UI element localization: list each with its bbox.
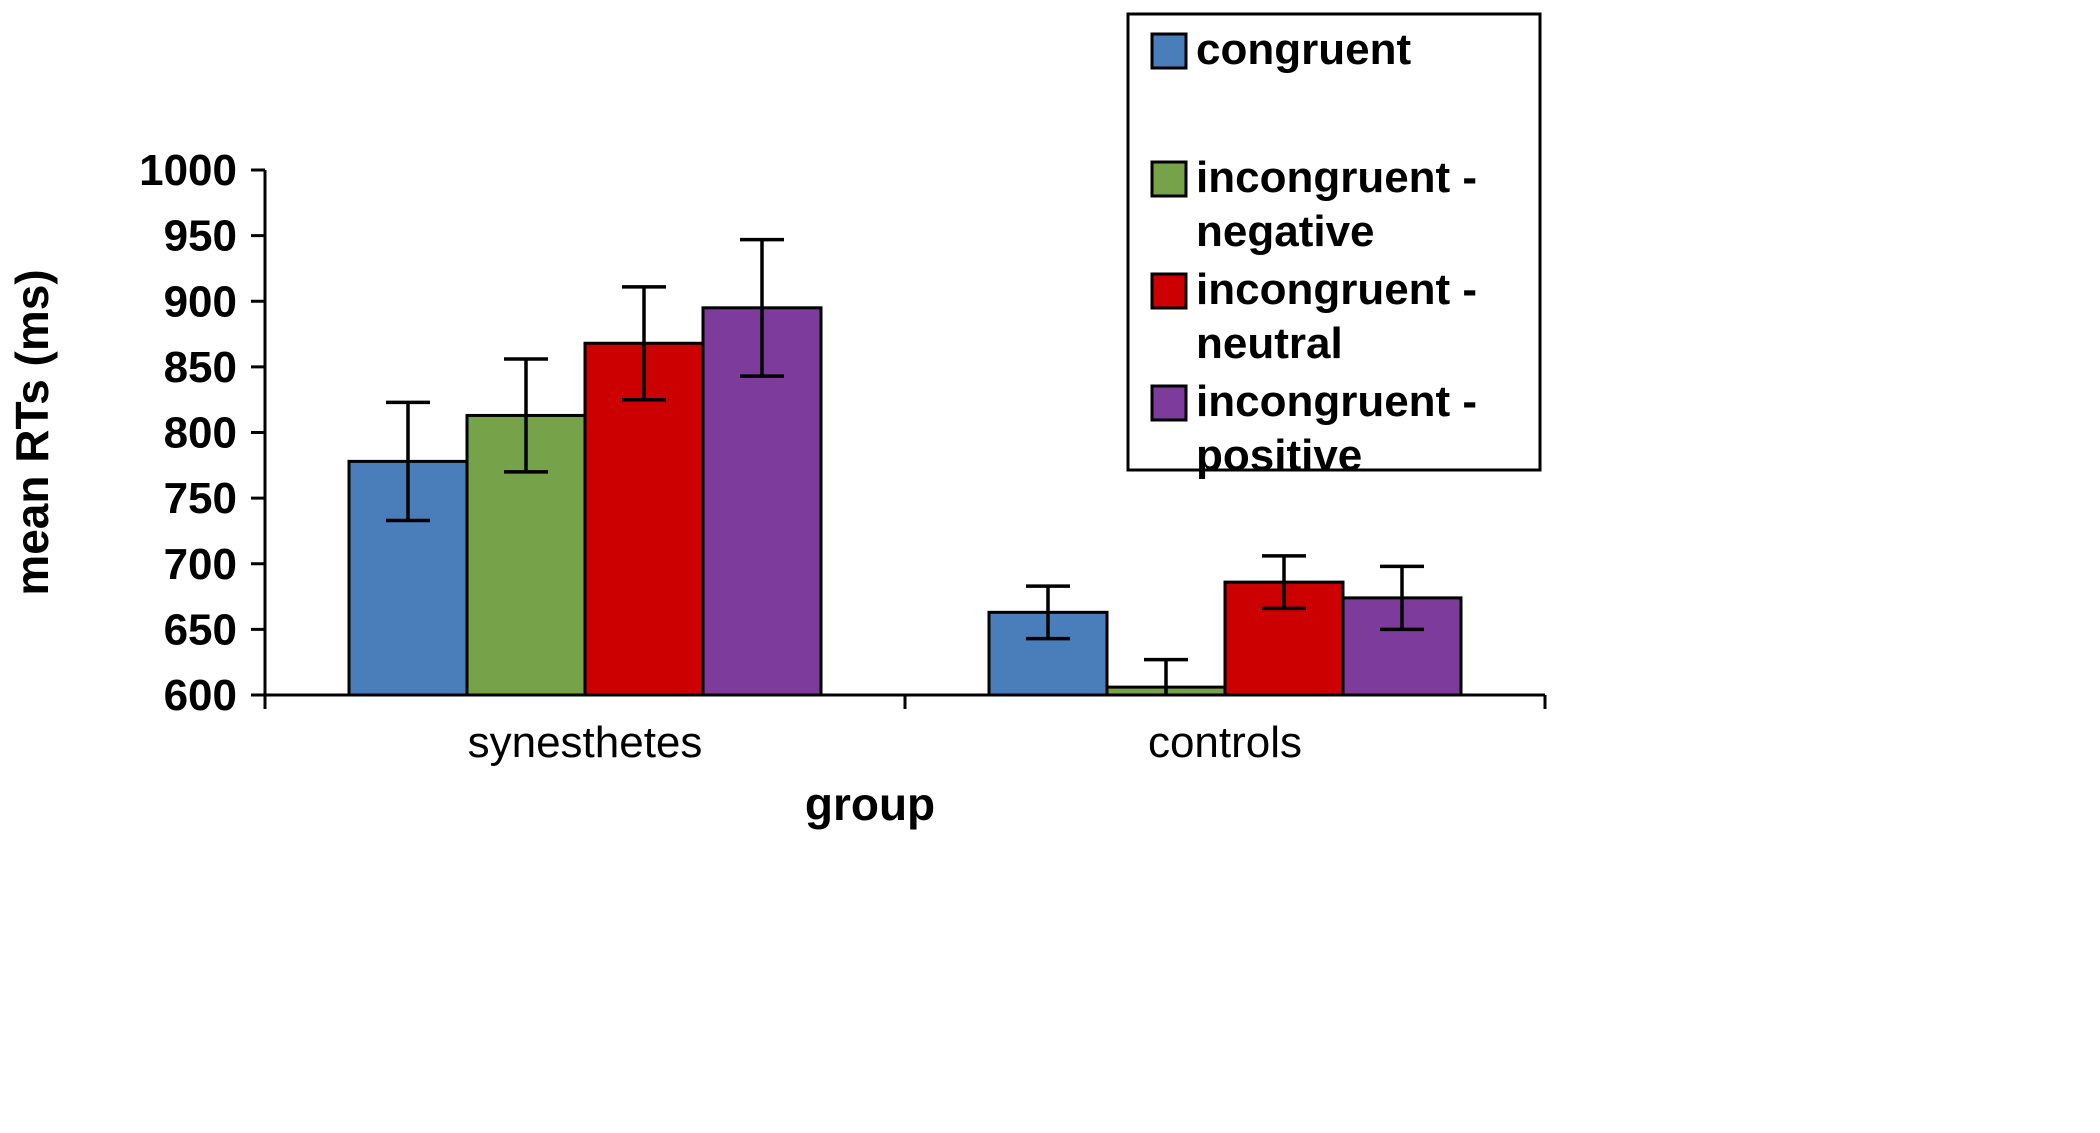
category-label: synesthetes bbox=[468, 718, 703, 767]
legend-swatch-3 bbox=[1150, 384, 1188, 422]
error-bar bbox=[1144, 657, 1188, 695]
legend-swatch-0 bbox=[1150, 32, 1188, 70]
legend-label-1: incongruent -negative bbox=[1196, 153, 1477, 256]
legend-label-0: congruent bbox=[1196, 25, 1411, 74]
error-bar bbox=[386, 400, 430, 523]
legend-box bbox=[1126, 12, 1542, 472]
legend-label-2: incongruent -neutral bbox=[1196, 265, 1477, 368]
bar-synesthetes-2 bbox=[583, 341, 705, 697]
plot-area: synesthetes controls bbox=[263, 237, 1547, 767]
y-axis-title: mean RTs (ms) bbox=[6, 269, 58, 595]
y-tick-label: 900 bbox=[164, 277, 237, 326]
error-bar bbox=[622, 285, 666, 402]
error-bar bbox=[1380, 564, 1424, 632]
y-tick-label: 750 bbox=[164, 474, 237, 523]
y-tick-label: 600 bbox=[164, 671, 237, 720]
y-tick-label: 1000 bbox=[139, 146, 237, 195]
y-tick-label: 800 bbox=[164, 409, 237, 458]
legend-swatch-1 bbox=[1150, 160, 1188, 198]
error-bar bbox=[1026, 584, 1070, 641]
category-label: controls bbox=[1148, 718, 1302, 767]
legend-swatch-2 bbox=[1150, 272, 1188, 310]
error-bar bbox=[504, 357, 548, 474]
y-tick-label: 650 bbox=[164, 605, 237, 654]
y-tick-label: 850 bbox=[164, 343, 237, 392]
legend-label-3: incongruent -positive bbox=[1196, 377, 1477, 480]
y-tick-label: 700 bbox=[164, 540, 237, 589]
error-bar bbox=[1262, 554, 1306, 611]
error-bar bbox=[740, 237, 784, 378]
x-axis-title: group bbox=[805, 778, 935, 830]
y-tick-label: 950 bbox=[164, 212, 237, 261]
